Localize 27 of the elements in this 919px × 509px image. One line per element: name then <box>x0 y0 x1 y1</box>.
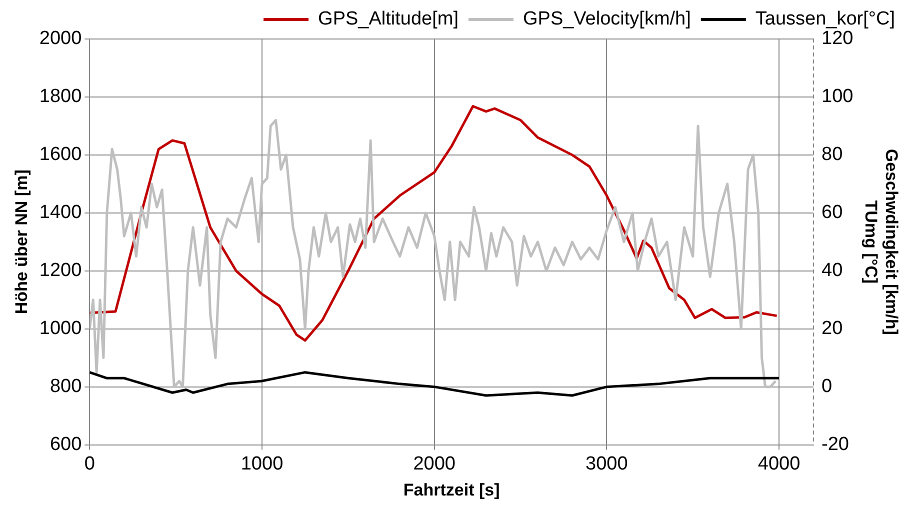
legend-label: GPS_Altitude[m] <box>318 8 458 30</box>
x-tick-label: 3000 <box>586 453 628 474</box>
y-tick-label: 600 <box>50 434 82 456</box>
legend-label: Taussen_kor[°C] <box>755 8 896 30</box>
x-axis-title: Fahrtzeit [s] <box>403 480 500 500</box>
y-tick-label: 1800 <box>39 86 82 108</box>
y2-tick-label: 60 <box>822 202 843 224</box>
y-tick-label: 1000 <box>39 318 82 340</box>
x-tick-label: 1000 <box>240 453 284 474</box>
y-axis-title: Höhe über NN [m] <box>12 170 31 314</box>
y-tick-label: 800 <box>50 376 82 398</box>
legend-label: GPS_Velocity[km/h] <box>522 8 691 30</box>
y2-tick-label: 0 <box>822 376 832 398</box>
y2-tick-label: -20 <box>822 434 849 456</box>
x-tick-label: 4000 <box>758 453 800 474</box>
y-tick-label: 2000 <box>39 28 82 50</box>
y-tick-label: 1200 <box>39 260 82 282</box>
x-tick-label: 2000 <box>413 453 456 474</box>
y2-tick-label: 40 <box>822 260 843 282</box>
y2-tick-label: 80 <box>822 144 843 166</box>
y2-tick-label: 20 <box>822 318 843 340</box>
y2-axis-title: Geschwdingkeit [km/h] TUmg [°C] <box>862 148 902 335</box>
y-tick-label: 1400 <box>39 202 82 224</box>
x-tick-label: 0 <box>84 453 95 474</box>
y2-tick-label: 100 <box>822 86 854 108</box>
y2-tick-label: 120 <box>822 28 854 50</box>
y-tick-label: 1600 <box>39 144 82 166</box>
